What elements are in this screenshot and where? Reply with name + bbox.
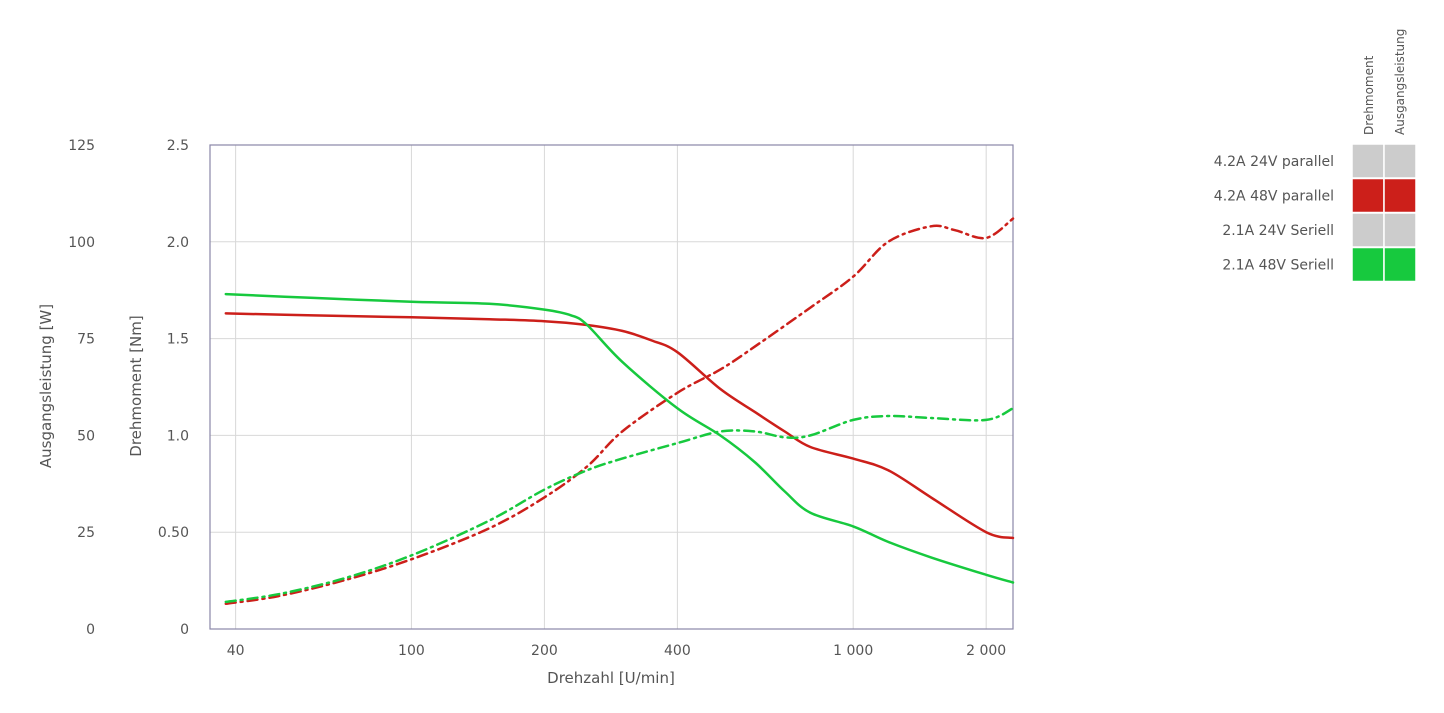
x-tick-label: 200 bbox=[531, 643, 558, 659]
x-axis-title: Drehzahl [U/min] bbox=[547, 669, 675, 687]
x-axis-ticks: 40 100 200 400 1 000 2 000 bbox=[227, 643, 1007, 659]
legend-toggle-drehmoment-2-1a-48v-seriell[interactable] bbox=[1351, 246, 1385, 283]
x-tick-label: 2 000 bbox=[966, 643, 1006, 659]
power-tick-label: 75 bbox=[77, 332, 95, 348]
legend: Drehmoment Ausgangsleistung 4.2A 24V par… bbox=[1214, 29, 1417, 283]
legend-label-4-2a-48v-parallel: 4.2A 48V parallel bbox=[1214, 189, 1334, 205]
torque-tick-label: 0.50 bbox=[158, 525, 189, 541]
legend-column-torque: Drehmoment bbox=[1362, 55, 1376, 135]
power-axis-title: Ausgangsleistung [W] bbox=[37, 304, 55, 468]
power-tick-label: 0 bbox=[86, 622, 95, 638]
torque-axis-title: Drehmoment [Nm] bbox=[127, 315, 145, 456]
x-tick-label: 400 bbox=[664, 643, 691, 659]
legend-toggle-drehmoment-4-2a-48v-parallel[interactable] bbox=[1351, 177, 1385, 214]
series-line-2-1a-48v-seriell-ausgangsleistung bbox=[224, 407, 1015, 604]
torque-tick-label: 1.5 bbox=[167, 332, 189, 348]
legend-column-power: Ausgangsleistung bbox=[1393, 29, 1407, 135]
series-line-2-1a-48v-seriell-drehmoment bbox=[224, 292, 1015, 584]
legend-toggle-drehmoment-2-1a-24v-seriell[interactable] bbox=[1351, 212, 1385, 248]
legend-label-4-2a-24v-parallel: 4.2A 24V parallel bbox=[1214, 154, 1334, 170]
series-line-4-2a-48v-parallel-ausgangsleistung bbox=[224, 217, 1015, 606]
plot-frame bbox=[209, 144, 1014, 630]
power-tick-label: 125 bbox=[68, 138, 95, 154]
torque-tick-label: 1.0 bbox=[167, 428, 189, 444]
legend-label-2-1a-48v-seriell: 2.1A 48V Seriell bbox=[1222, 258, 1334, 274]
series-layer bbox=[224, 217, 1015, 606]
legend-label-2-1a-24v-seriell: 2.1A 24V Seriell bbox=[1222, 223, 1334, 239]
legend-toggle-ausgangsleistung-4-2a-48v-parallel[interactable] bbox=[1383, 177, 1417, 214]
chart-grid bbox=[210, 144, 1013, 630]
power-tick-label: 25 bbox=[77, 525, 95, 541]
power-tick-label: 100 bbox=[68, 235, 95, 251]
torque-axis-ticks: 0 0.50 1.0 1.5 2.0 2.5 bbox=[158, 138, 189, 638]
x-tick-label: 40 bbox=[227, 643, 245, 659]
legend-toggle-ausgangsleistung-2-1a-24v-seriell[interactable] bbox=[1383, 212, 1417, 248]
power-tick-label: 50 bbox=[77, 428, 95, 444]
legend-toggle-ausgangsleistung-2-1a-48v-seriell[interactable] bbox=[1383, 246, 1417, 283]
power-axis-ticks: 0 25 50 75 100 125 bbox=[68, 138, 95, 638]
series-line-4-2a-48v-parallel-drehmoment bbox=[224, 312, 1015, 540]
x-tick-label: 1 000 bbox=[833, 643, 873, 659]
torque-tick-label: 2.0 bbox=[167, 235, 189, 251]
legend-toggle-ausgangsleistung-4-2a-24v-parallel[interactable] bbox=[1383, 143, 1417, 179]
torque-tick-label: 0 bbox=[180, 622, 189, 638]
torque-tick-label: 2.5 bbox=[167, 138, 189, 154]
x-tick-label: 100 bbox=[398, 643, 425, 659]
legend-toggle-drehmoment-4-2a-24v-parallel[interactable] bbox=[1351, 143, 1385, 179]
